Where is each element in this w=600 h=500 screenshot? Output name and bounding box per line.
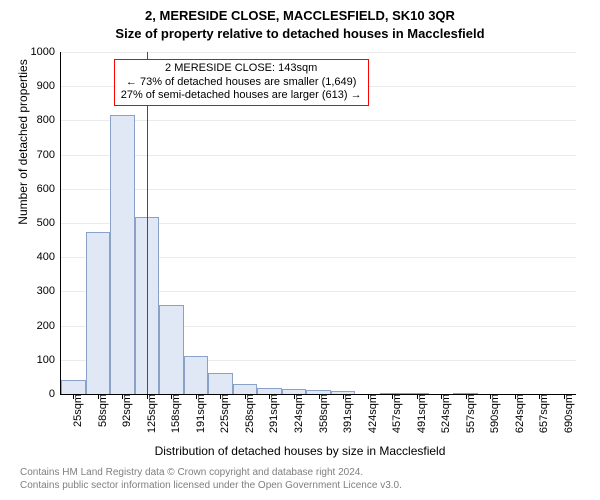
callout-line: ← 73% of detached houses are smaller (1,… bbox=[121, 76, 362, 90]
gridline bbox=[61, 120, 576, 122]
x-tick-label: 158sqm bbox=[167, 394, 182, 433]
x-tick-label: 25sqm bbox=[69, 394, 84, 427]
y-tick-label: 700 bbox=[37, 149, 61, 161]
x-tick-label: 624sqm bbox=[511, 394, 526, 433]
x-tick-label: 258sqm bbox=[241, 394, 256, 433]
x-tick-label: 92sqm bbox=[118, 394, 133, 427]
bar bbox=[86, 232, 111, 394]
y-tick-label: 0 bbox=[49, 388, 61, 400]
x-axis-label: Distribution of detached houses by size … bbox=[0, 444, 600, 458]
y-tick-label: 200 bbox=[37, 320, 61, 332]
gridline bbox=[61, 155, 576, 157]
bar bbox=[233, 384, 258, 394]
chart-title-line2: Size of property relative to detached ho… bbox=[0, 26, 600, 41]
x-tick-label: 424sqm bbox=[364, 394, 379, 433]
bar bbox=[159, 305, 184, 394]
callout-box: 2 MERESIDE CLOSE: 143sqm← 73% of detache… bbox=[114, 59, 369, 106]
footer-line: Contains public sector information licen… bbox=[20, 479, 402, 492]
y-tick-label: 100 bbox=[37, 354, 61, 366]
callout-line: 2 MERESIDE CLOSE: 143sqm bbox=[121, 62, 362, 76]
x-tick-label: 590sqm bbox=[486, 394, 501, 433]
plot-area: 0100200300400500600700800900100025sqm58s… bbox=[60, 52, 576, 395]
bar bbox=[61, 380, 86, 394]
y-tick-label: 500 bbox=[37, 217, 61, 229]
y-tick-label: 1000 bbox=[31, 46, 61, 58]
y-tick-label: 300 bbox=[37, 285, 61, 297]
chart-title-line1: 2, MERESIDE CLOSE, MACCLESFIELD, SK10 3Q… bbox=[0, 8, 600, 23]
footer-attribution: Contains HM Land Registry data © Crown c… bbox=[20, 466, 402, 492]
y-tick-label: 600 bbox=[37, 183, 61, 195]
x-tick-label: 291sqm bbox=[265, 394, 280, 433]
x-tick-label: 191sqm bbox=[192, 394, 207, 433]
x-tick-label: 690sqm bbox=[560, 394, 575, 433]
x-tick-label: 225sqm bbox=[216, 394, 231, 433]
x-tick-label: 524sqm bbox=[437, 394, 452, 433]
bar bbox=[184, 356, 209, 394]
x-tick-label: 125sqm bbox=[143, 394, 158, 433]
x-tick-label: 58sqm bbox=[94, 394, 109, 427]
x-tick-label: 391sqm bbox=[339, 394, 354, 433]
bar bbox=[208, 373, 233, 394]
y-tick-label: 900 bbox=[37, 80, 61, 92]
callout-line: 27% of semi-detached houses are larger (… bbox=[121, 89, 362, 103]
x-tick-label: 324sqm bbox=[290, 394, 305, 433]
gridline bbox=[61, 189, 576, 191]
gridline bbox=[61, 52, 576, 54]
y-axis-label: Number of detached properties bbox=[16, 0, 30, 313]
x-tick-label: 457sqm bbox=[388, 394, 403, 433]
x-tick-label: 358sqm bbox=[315, 394, 330, 433]
y-tick-label: 400 bbox=[37, 251, 61, 263]
x-tick-label: 491sqm bbox=[413, 394, 428, 433]
x-tick-label: 557sqm bbox=[462, 394, 477, 433]
x-tick-label: 657sqm bbox=[535, 394, 550, 433]
footer-line: Contains HM Land Registry data © Crown c… bbox=[20, 466, 402, 479]
bar bbox=[110, 115, 135, 394]
y-tick-label: 800 bbox=[37, 114, 61, 126]
